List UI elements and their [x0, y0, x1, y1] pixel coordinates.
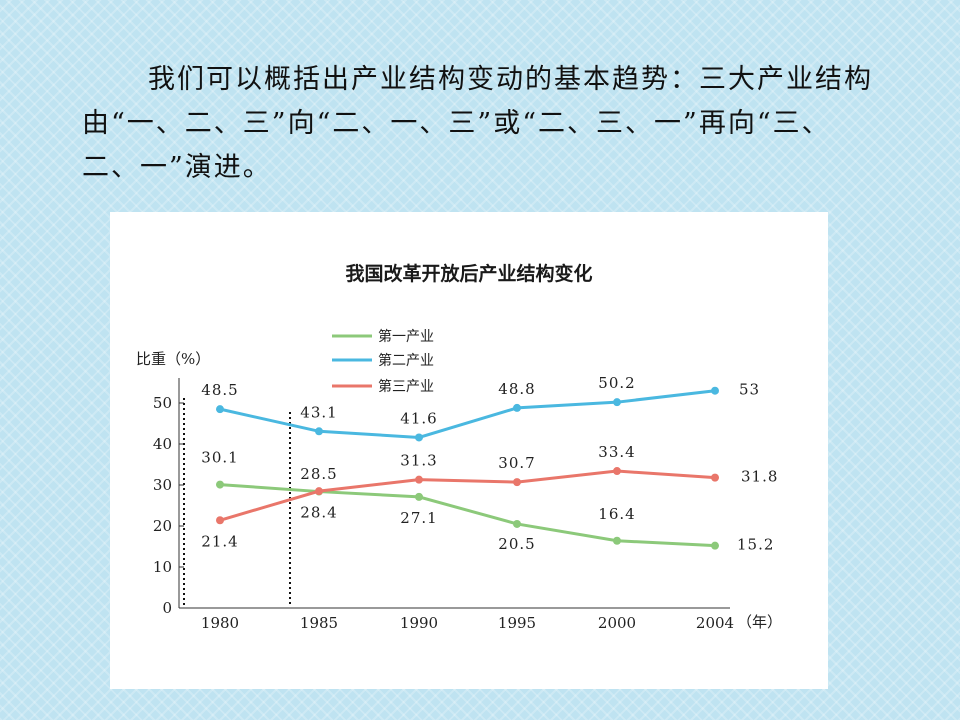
data-label: 15.2 [737, 536, 774, 554]
series-line-3 [219, 469, 716, 522]
data-label: 48.8 [498, 380, 535, 398]
data-label: 28.4 [300, 504, 337, 522]
slide-text: 我们可以概括出产业结构变动的基本趋势：三大产业结构由“一、二、三”向“二、一、三… [82, 64, 873, 183]
data-point [711, 473, 719, 482]
data-point [216, 516, 224, 525]
x-tick-label: 1995 [498, 614, 536, 632]
y-tick-label: 0 [162, 599, 172, 617]
series-line-1 [219, 483, 716, 548]
data-label: 16.4 [598, 505, 635, 523]
data-label: 48.5 [201, 381, 238, 399]
data-label: 53 [739, 381, 760, 399]
legend-label-3: 第三产业 [378, 378, 434, 395]
data-point [216, 405, 224, 414]
chart-title: 我国改革开放后产业结构变化 [345, 262, 592, 285]
x-tick-label: 1990 [400, 614, 438, 632]
data-point [513, 519, 521, 528]
x-tick-label: 2004 [696, 614, 734, 632]
chart-panel: 我国改革开放后产业结构变化比重（%） 0 10 20 30 40 50 1980 1985 199… [110, 212, 828, 689]
x-axis-label: （年） [737, 613, 782, 631]
y-tick-label: 20 [153, 517, 172, 535]
data-label: 30.1 [201, 449, 238, 467]
data-label: 33.4 [598, 443, 635, 461]
data-label: 43.1 [300, 403, 337, 421]
y-tick-label: 30 [153, 476, 172, 494]
data-point [513, 403, 521, 412]
data-label: 20.5 [498, 535, 535, 553]
data-label: 27.1 [400, 509, 437, 527]
legend-label-1: 第一产业 [378, 328, 434, 345]
data-point [415, 475, 423, 484]
data-point [613, 536, 621, 545]
data-point [315, 487, 323, 496]
data-point [711, 541, 719, 550]
data-point [415, 492, 423, 501]
data-label: 41.6 [400, 409, 437, 427]
data-label: 50.2 [598, 374, 635, 392]
data-point [415, 433, 423, 442]
series-line-2 [219, 389, 716, 439]
x-tick-label: 1980 [201, 614, 239, 632]
data-point [513, 478, 521, 487]
y-axis-label: 比重（%） [136, 350, 210, 368]
data-point [711, 386, 719, 395]
y-tick-label: 50 [153, 394, 172, 412]
y-tick-label: 40 [153, 435, 172, 453]
data-label: 30.7 [498, 454, 535, 472]
data-label: 31.3 [400, 452, 437, 470]
data-label: 31.8 [741, 468, 778, 486]
data-point [216, 480, 224, 489]
x-tick-label: 2000 [598, 614, 636, 632]
data-point [613, 467, 621, 476]
legend-label-2: 第二产业 [378, 352, 434, 369]
y-tick-label: 10 [153, 558, 172, 576]
data-point [613, 398, 621, 407]
data-point [315, 427, 323, 436]
data-label: 28.5 [300, 465, 337, 483]
data-label: 21.4 [201, 532, 238, 550]
x-tick-label: 1985 [300, 614, 338, 632]
